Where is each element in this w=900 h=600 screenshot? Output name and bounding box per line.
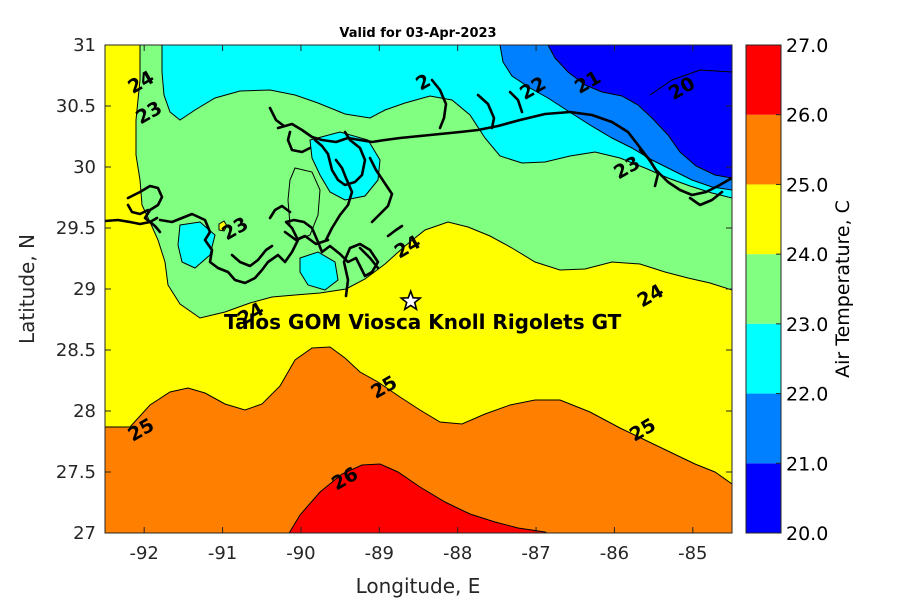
colorbar-tick-label: 23.0 <box>786 314 828 336</box>
y-tick-label: 28.5 <box>56 340 96 361</box>
station-marker[interactable] <box>399 288 423 312</box>
colorbar-swatch <box>746 393 781 464</box>
colorbar-label: Air Temperature, C <box>832 200 854 378</box>
y-tick-label: 28 <box>73 401 96 422</box>
y-tick-label: 30.5 <box>56 96 96 117</box>
x-tick-label: -92 <box>129 543 158 564</box>
colorbar-swatch <box>746 254 781 324</box>
x-tick-label: -88 <box>443 543 472 564</box>
band-delta-22-23 <box>177 221 216 269</box>
colorbar-swatch <box>746 114 781 185</box>
x-tick-label: -91 <box>208 543 237 564</box>
y-tick-label: 29 <box>73 279 96 300</box>
x-tick-label: -86 <box>600 543 629 564</box>
x-tick-label: -89 <box>365 543 394 564</box>
colorbar-tick-label: 25.0 <box>786 174 828 196</box>
band-river-22-23 <box>299 251 339 291</box>
y-axis-label: Latitude, N <box>15 234 39 344</box>
colorbar-tick-label: 22.0 <box>786 384 828 406</box>
x-tick-label: -85 <box>678 543 707 564</box>
y-tick-label: 27.5 <box>56 462 96 483</box>
colorbar-swatch <box>746 45 781 115</box>
band-inland-22-23 <box>309 131 381 201</box>
x-tick-label: -90 <box>286 543 315 564</box>
coastline <box>105 78 732 298</box>
colorbar: 20.0 21.0 22.0 23.0 24.0 25.0 26.0 27.0 <box>745 35 828 545</box>
colorbar-swatch <box>746 184 781 255</box>
y-tick-label: 29.5 <box>56 218 96 239</box>
colorbar-swatch <box>746 463 781 533</box>
band-25-26 <box>105 346 732 533</box>
colorbar-swatch <box>746 323 781 394</box>
colorbar-tick-label: 27.0 <box>786 35 828 57</box>
colorbar-tick-label: 24.0 <box>786 244 828 266</box>
x-axis-label: Longitude, E <box>356 574 481 598</box>
colorbar-frame <box>745 44 782 534</box>
contour-line-20 <box>649 69 732 96</box>
x-tick-label: -87 <box>521 543 550 564</box>
x-axis: -92 -91 -90 -89 -88 -87 -86 -85 <box>129 45 708 564</box>
colorbar-tick-label: 21.0 <box>786 453 828 475</box>
band-island-24-25 <box>218 220 228 232</box>
y-tick-label: 27 <box>73 523 96 544</box>
station-star-icon[interactable] <box>399 288 423 312</box>
colorbar-tick-label: 26.0 <box>786 105 828 127</box>
y-axis: 27 27.5 28 28.5 29 29.5 30 30.5 31 <box>56 35 732 544</box>
y-tick-label: 30 <box>73 157 96 178</box>
plot-title: Valid for 03-Apr-2023 <box>339 26 496 41</box>
station-label: Talos GOM Viosca Knoll Rigolets GT <box>224 310 622 334</box>
colorbar-tick-label: 20.0 <box>786 523 828 545</box>
y-tick-label: 31 <box>73 35 96 56</box>
band-20-21 <box>547 45 732 179</box>
